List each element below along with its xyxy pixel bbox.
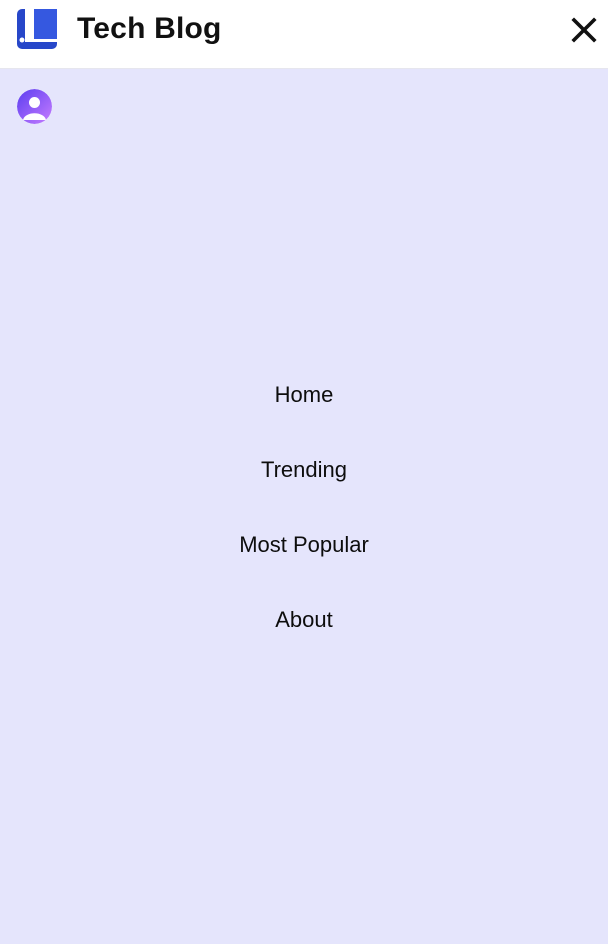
user-avatar-icon[interactable] (17, 89, 52, 124)
nav-link-home[interactable]: Home (274, 382, 334, 407)
nav-item-about: About (0, 595, 608, 670)
nav-link-about[interactable]: About (275, 607, 333, 632)
close-menu-button[interactable] (566, 12, 602, 48)
nav-link-most-popular[interactable]: Most Popular (239, 532, 369, 557)
top-header: Tech Blog (0, 0, 608, 69)
nav-item-trending: Trending (0, 445, 608, 520)
main-navigation: Home Trending Most Popular About (0, 370, 608, 670)
mobile-menu-panel (0, 69, 608, 944)
nav-link-trending[interactable]: Trending (260, 457, 347, 482)
close-icon (571, 17, 597, 43)
nav-item-most-popular: Most Popular (0, 520, 608, 595)
nav-item-home: Home (0, 370, 608, 445)
brand-title[interactable]: Tech Blog (77, 12, 222, 45)
blog-logo-icon[interactable] (17, 9, 57, 49)
